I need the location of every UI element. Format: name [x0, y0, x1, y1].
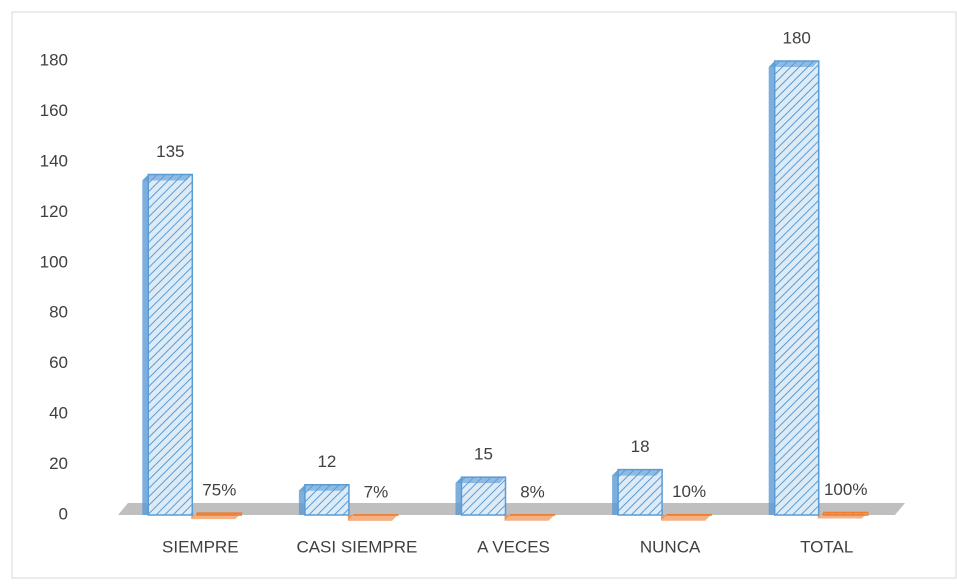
- bar-top: [456, 477, 506, 483]
- value-label: 7%: [364, 482, 389, 501]
- value-label: 75%: [202, 481, 236, 500]
- value-label: 15: [474, 445, 493, 464]
- value-label: 18: [631, 437, 650, 456]
- bar-top: [142, 175, 192, 181]
- bar-side: [612, 470, 618, 515]
- bar-top: [191, 513, 241, 519]
- y-tick-label: 40: [49, 404, 68, 423]
- y-tick-label: 0: [59, 504, 68, 523]
- y-tick-label: 100: [40, 252, 68, 271]
- y-tick-label: 20: [49, 454, 68, 473]
- y-tick-label: 160: [40, 101, 68, 120]
- y-tick-label: 80: [49, 303, 68, 322]
- y-tick-label: 140: [40, 151, 68, 170]
- value-label: 8%: [520, 482, 545, 501]
- value-label: 180: [783, 28, 811, 47]
- value-label: 12: [317, 452, 336, 471]
- x-tick-label: NUNCA: [640, 537, 701, 556]
- x-tick-label: A VECES: [477, 537, 550, 556]
- bar-side: [142, 175, 148, 516]
- x-tick-label: TOTAL: [800, 537, 853, 556]
- bar: [775, 61, 819, 515]
- bar: [148, 175, 192, 516]
- bar-side: [769, 61, 775, 515]
- bar-top: [505, 515, 555, 521]
- bar-top: [769, 61, 819, 67]
- bar-top: [299, 485, 349, 491]
- bar-top: [661, 515, 711, 521]
- y-tick-label: 120: [40, 202, 68, 221]
- bar-top: [612, 470, 662, 476]
- value-label: 100%: [824, 480, 867, 499]
- y-tick-label: 180: [40, 50, 68, 69]
- x-tick-label: SIEMPRE: [162, 537, 239, 556]
- value-label: 10%: [672, 482, 706, 501]
- bar-top: [818, 512, 868, 518]
- bar: [618, 470, 662, 515]
- x-tick-label: CASI SIEMPRE: [296, 537, 417, 556]
- bar-top: [348, 515, 398, 521]
- y-tick-label: 60: [49, 353, 68, 372]
- value-label: 135: [156, 142, 184, 161]
